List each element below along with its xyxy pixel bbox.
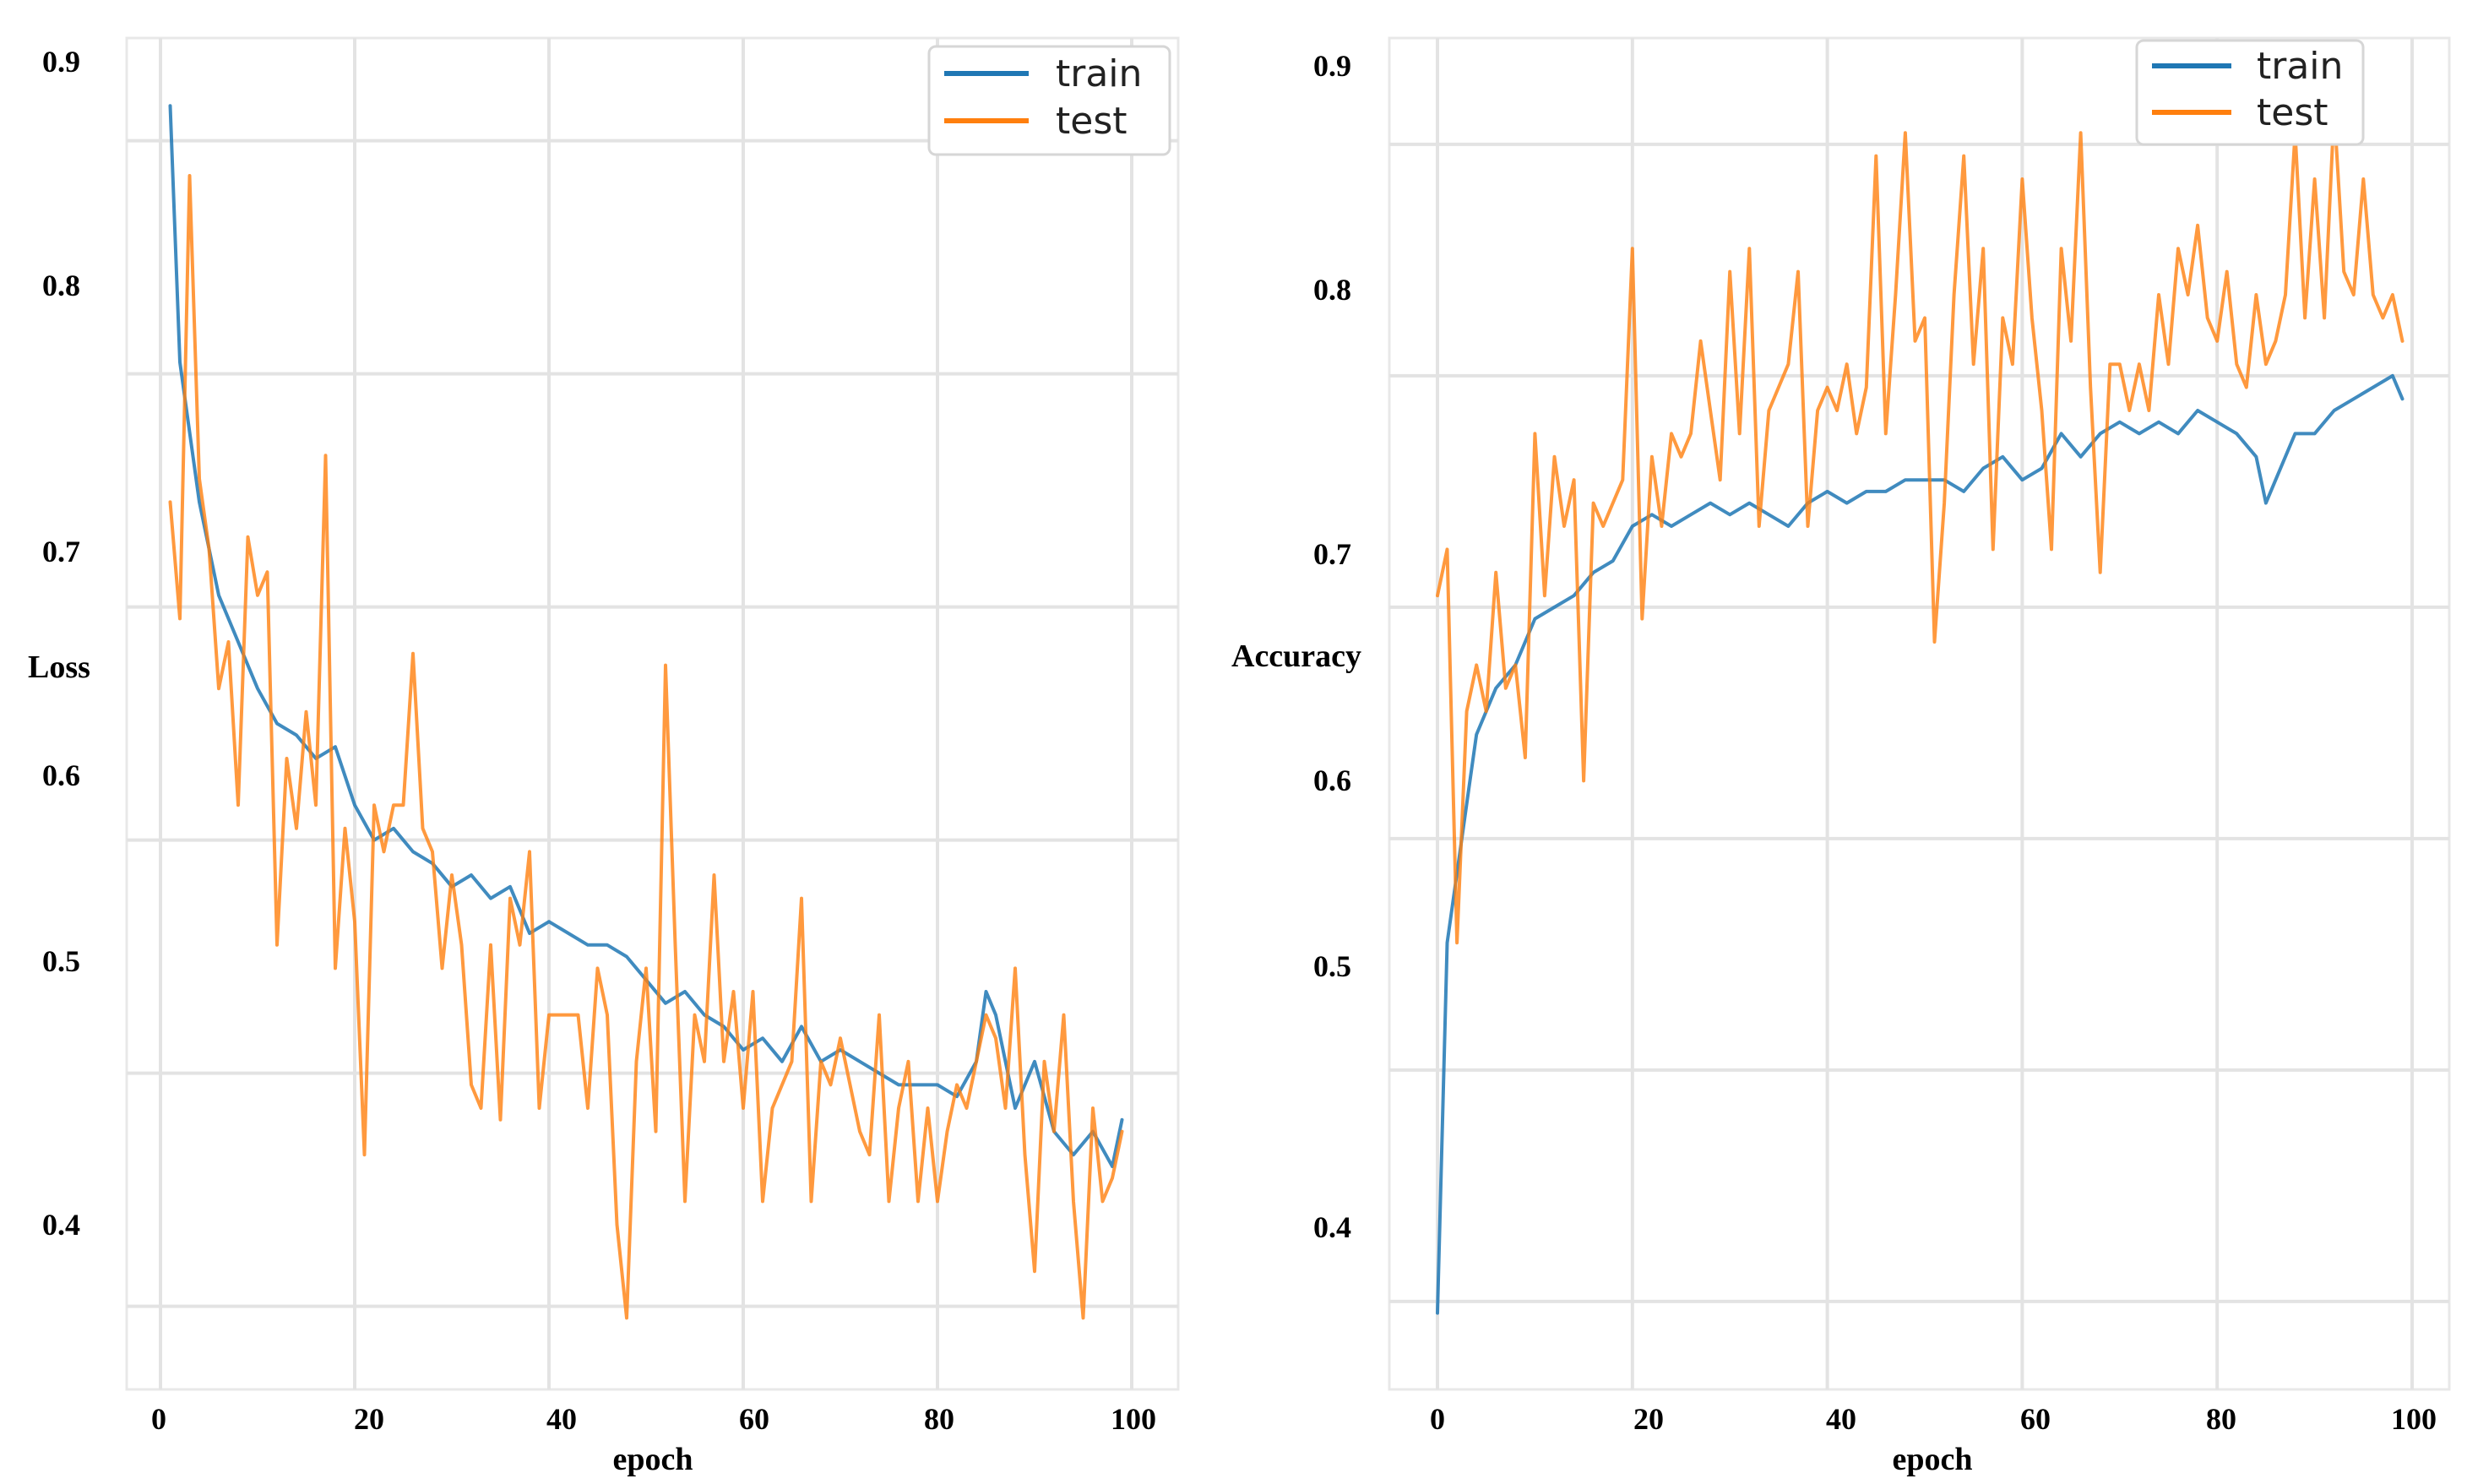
loss-ytick-label: 0.5 bbox=[42, 944, 80, 978]
loss-legend-train-label: train bbox=[1056, 52, 1142, 95]
loss-ytick-label: 0.7 bbox=[42, 535, 80, 568]
accuracy-ytick-label: 0.4 bbox=[1313, 1210, 1351, 1244]
loss-plot-frame bbox=[125, 36, 1180, 1391]
loss-xtick-label: 60 bbox=[739, 1402, 769, 1436]
accuracy-ytick-label: 0.6 bbox=[1313, 764, 1351, 797]
accuracy-y-axis-label: Accuracy bbox=[1231, 639, 1361, 674]
loss-x-axis-label: epoch bbox=[613, 1442, 693, 1477]
accuracy-ytick-label: 0.5 bbox=[1313, 949, 1351, 983]
loss-test-line bbox=[168, 174, 1124, 1320]
loss-ytick-label: 0.4 bbox=[42, 1208, 80, 1242]
accuracy-xtick-label: 80 bbox=[2206, 1402, 2236, 1436]
accuracy-legend-test-label: test bbox=[2257, 91, 2328, 134]
accuracy-series bbox=[1436, 107, 2405, 1315]
loss-series bbox=[168, 104, 1124, 1320]
accuracy-test-line bbox=[1436, 107, 2405, 945]
loss-legend-test-label: test bbox=[1056, 100, 1128, 143]
accuracy-ytick-label: 0.7 bbox=[1313, 537, 1351, 571]
accuracy-ytick-label: 0.8 bbox=[1313, 273, 1351, 307]
loss-train-line bbox=[168, 104, 1124, 1168]
loss-xtick-label: 80 bbox=[924, 1402, 954, 1436]
accuracy-legend-train-label: train bbox=[2257, 45, 2343, 88]
accuracy-train-line bbox=[1436, 373, 2405, 1315]
accuracy-xtick-label: 20 bbox=[1633, 1402, 1664, 1436]
loss-grid bbox=[127, 38, 1178, 1389]
accuracy-x-axis-label: epoch bbox=[1893, 1442, 1973, 1477]
loss-y-axis-label: Loss bbox=[28, 650, 90, 685]
accuracy-ytick-label: 0.9 bbox=[1313, 49, 1351, 83]
loss-xtick-label: 20 bbox=[354, 1402, 384, 1436]
loss-ytick-label: 0.9 bbox=[42, 45, 80, 79]
loss-xtick-label: 40 bbox=[546, 1402, 577, 1436]
loss-ytick-label: 0.8 bbox=[42, 269, 80, 302]
accuracy-xtick-label: 40 bbox=[1826, 1402, 1856, 1436]
accuracy-chart: 0.4 0.5 0.6 0.7 0.8 0.9 0 20 40 60 80 10… bbox=[1231, 36, 2451, 1477]
loss-legend: train test bbox=[927, 45, 1171, 156]
loss-xtick-label: 100 bbox=[1111, 1402, 1156, 1436]
accuracy-legend: train test bbox=[2135, 39, 2365, 146]
loss-ytick-label: 0.6 bbox=[42, 758, 80, 792]
accuracy-xtick-label: 0 bbox=[1430, 1402, 1445, 1436]
accuracy-xtick-label: 100 bbox=[2391, 1402, 2437, 1436]
loss-chart: 0.4 0.5 0.6 0.7 0.8 0.9 0 20 40 60 80 10… bbox=[28, 36, 1180, 1477]
accuracy-plot-frame bbox=[1388, 36, 2451, 1391]
loss-xtick-label: 0 bbox=[151, 1402, 166, 1436]
accuracy-xtick-label: 60 bbox=[2020, 1402, 2051, 1436]
